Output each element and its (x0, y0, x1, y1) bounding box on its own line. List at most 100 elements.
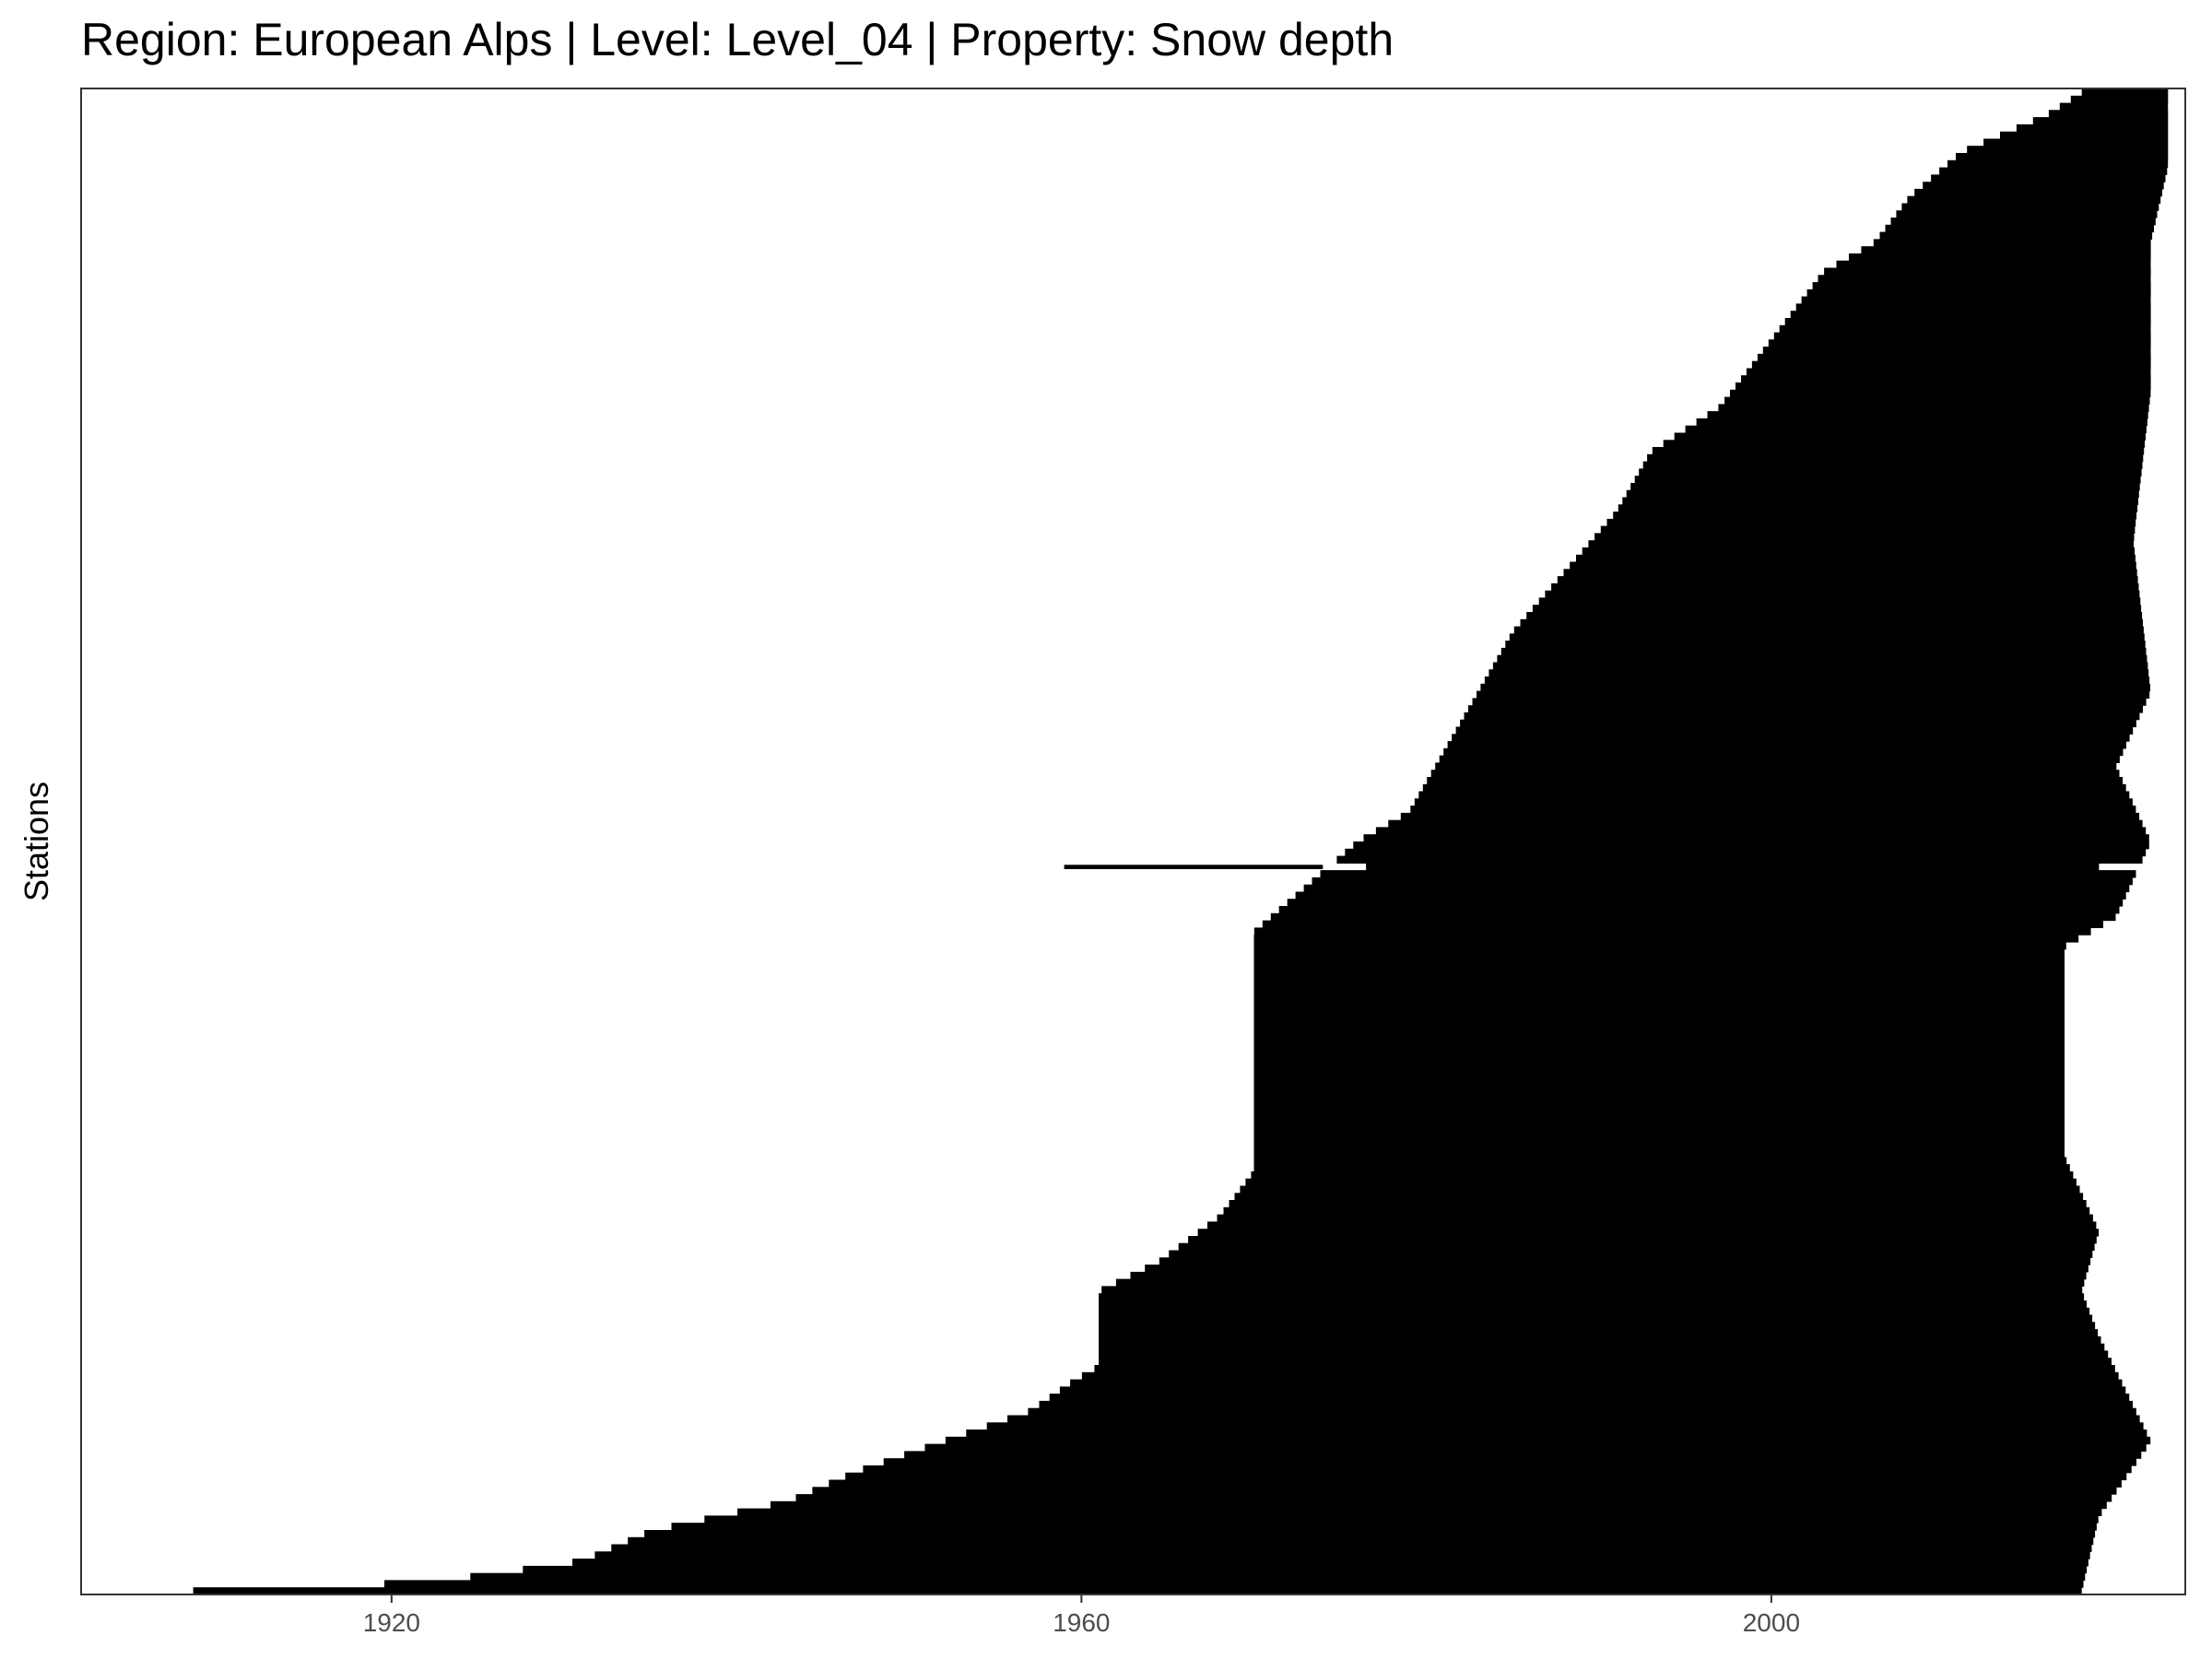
station-bar (1253, 941, 2066, 950)
station-bar (1049, 1394, 2130, 1402)
station-bar (1622, 497, 2138, 505)
station-bar (1914, 188, 2162, 197)
station-bar (1253, 1056, 2065, 1065)
station-bar (1253, 1121, 2065, 1129)
station-bar (1983, 138, 2169, 147)
station-bar (1779, 324, 2151, 334)
station-bar (1188, 1236, 2097, 1244)
station-bar (1634, 476, 2141, 484)
station-bar (1757, 353, 2151, 362)
station-bar (1430, 770, 2120, 778)
station-bar (704, 1515, 2099, 1524)
station-bar (1642, 461, 2143, 469)
station-bar (845, 1472, 2127, 1481)
station-bar (2032, 117, 2169, 125)
station-bar (1707, 411, 2148, 419)
station-bar (1253, 1071, 2065, 1079)
station-bar (1253, 1128, 2065, 1136)
station-bar (1363, 834, 2149, 842)
station-bar (1253, 1049, 2065, 1057)
station-bar (1435, 762, 2117, 771)
station-bar (1818, 275, 2151, 283)
station-bar (1464, 712, 2140, 721)
station-bar (1366, 863, 2100, 871)
station-bar (1064, 865, 1324, 869)
station-bar (1538, 597, 2141, 606)
station-bar (1253, 1135, 2065, 1144)
station-bar (1746, 368, 2151, 376)
station-bar (1388, 819, 2143, 829)
station-bar (2070, 95, 2169, 104)
station-bar (1630, 483, 2140, 491)
station-bar (1768, 339, 2151, 347)
station-bar (1253, 1164, 2070, 1172)
station-bar (1513, 626, 2144, 634)
station-bar (1480, 683, 2150, 692)
station-bar (1099, 1350, 2109, 1359)
station-bar (1253, 927, 2091, 935)
station-bar (1094, 1365, 2115, 1373)
station-bar (1532, 605, 2142, 613)
plot-panel-border (80, 88, 2186, 1595)
station-bar (1594, 533, 2135, 541)
station-bar (1253, 1020, 2065, 1029)
station-bar (1253, 971, 2065, 979)
station-bar (1253, 963, 2065, 971)
station-bar (945, 1436, 2151, 1445)
station-bar (1557, 576, 2138, 584)
station-bar (1551, 582, 2139, 592)
station-bar (1234, 1193, 2084, 1201)
station-bar (523, 1565, 2088, 1574)
station-bar (1570, 561, 2136, 570)
station-bar (1718, 404, 2149, 412)
station-bar (1253, 992, 2065, 1000)
station-bar (1472, 698, 2147, 706)
station-bar (1427, 777, 2124, 785)
station-bar (1197, 1229, 2100, 1237)
station-bar (1229, 1200, 2087, 1208)
x-tick-label: 1960 (1053, 1608, 1110, 1637)
station-bar (1773, 332, 2151, 340)
station-bar (1253, 1106, 2065, 1115)
station-bar (1312, 877, 2133, 886)
station-bar (1099, 1358, 2112, 1366)
station-bar (1253, 1028, 2065, 1036)
station-bar (1790, 311, 2151, 319)
station-bar (1115, 1278, 2085, 1287)
station-bar (572, 1559, 2088, 1567)
station-bar (1901, 203, 2159, 211)
station-bar (1303, 884, 2130, 893)
station-bar (1223, 1206, 2090, 1216)
station-bar (1439, 755, 2120, 763)
station-bar (1217, 1214, 2093, 1222)
station-bar (795, 1494, 2112, 1502)
station-bar (1099, 1335, 2101, 1345)
station-bar (1931, 174, 2166, 182)
station-bar (2048, 110, 2169, 118)
station-bar (1099, 1300, 2088, 1309)
station-bar (1039, 1400, 2133, 1409)
station-bar (737, 1508, 2102, 1516)
station-bar (1414, 798, 2133, 806)
station-bar (1618, 504, 2138, 512)
station-bar (812, 1487, 2117, 1495)
station-bar (1526, 612, 2143, 620)
station-bar (1287, 899, 2124, 907)
station-bar (1099, 1307, 2090, 1316)
station-bar (1613, 512, 2137, 520)
station-bar (1245, 1178, 2077, 1187)
station-bar (1545, 590, 2140, 599)
station-bar (1375, 827, 2147, 835)
station-bar (1696, 418, 2147, 427)
station-bar (1253, 1100, 2065, 1108)
station-bar (1007, 1415, 2140, 1423)
station-bar (2016, 124, 2169, 133)
station-bar (1849, 253, 2151, 262)
station-bar (863, 1465, 2132, 1474)
station-bar (1647, 453, 2144, 463)
station-bar (1801, 296, 2151, 304)
station-bar (1099, 1314, 2093, 1323)
station-bar (1262, 920, 2103, 928)
station-bar (1253, 984, 2065, 993)
station-bar (1652, 447, 2145, 455)
